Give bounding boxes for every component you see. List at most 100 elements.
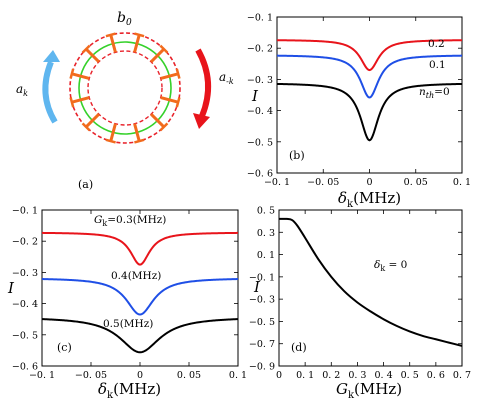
series-line-1 <box>276 54 463 99</box>
series-label-0-1: 0.1 <box>429 59 446 71</box>
curves <box>276 39 463 142</box>
series-line-2 <box>276 82 463 142</box>
spoke <box>71 96 90 104</box>
x-tick-label: 0. 7 <box>453 370 471 381</box>
series-label-g04: 0.4(MHz) <box>111 270 161 282</box>
panel-b-chart: −0. 1 −0. 05 0 0. 05 0. 1 −0. 6 −0. 5 −0. 4 −0. … <box>247 13 471 211</box>
mode-ak-label: ak <box>16 82 28 98</box>
y-tick-label: 0. 1 <box>257 250 275 261</box>
arrow-left-ak <box>42 60 58 124</box>
phonon-spokes <box>69 32 181 144</box>
series-line-2 <box>41 318 239 354</box>
x-axis-label: δk(MHz) <box>98 380 161 401</box>
spoke-cap <box>105 138 116 144</box>
ticks: −0. 1 −0. 05 0 0. 05 0. 1 −0. 6 −0. 5 −0. 4 −0. … <box>247 13 471 189</box>
panel-a-tag: (a) <box>78 178 93 191</box>
x-tick-label: 0. 4 <box>375 370 393 381</box>
spoke <box>71 72 90 80</box>
y-tick-label: −0. 3 <box>247 75 273 86</box>
mode-amk-label: a-k <box>219 70 234 86</box>
y-tick-label: −0. 3 <box>12 268 38 279</box>
y-tick-label: 0. 5 <box>257 206 275 217</box>
y-tick-label: −0. 6 <box>12 362 38 373</box>
series-line-0 <box>41 231 239 266</box>
y-tick-label: −0. 2 <box>12 237 38 248</box>
x-tick-label: 0 <box>137 370 143 381</box>
x-tick-label: 0. 05 <box>404 177 428 188</box>
y-tick-label: −0. 1 <box>249 272 275 283</box>
arrow-left-ak-head <box>43 50 60 62</box>
spoke-cap <box>69 97 75 108</box>
curves <box>41 231 239 354</box>
spoke <box>85 113 100 128</box>
y-axis-label: I <box>7 279 15 297</box>
spoke-cap <box>159 44 169 54</box>
x-tick-label: 0 <box>366 177 372 188</box>
outer-dashed-ring <box>69 32 181 144</box>
spoke <box>133 34 141 53</box>
x-tick-label: 0 <box>276 370 282 381</box>
spoke-cap <box>175 97 181 108</box>
ticks: 0 0. 1 0. 2 0. 3 0. 4 0. 5 0. 6 0. 7 −0. 9 −0. 7 −… <box>249 206 471 382</box>
x-tick-label: 0. 5 <box>401 370 419 381</box>
x-tick-label: 0. 6 <box>427 370 445 381</box>
spoke <box>160 96 179 104</box>
panel-c-chart: −0. 1 −0. 05 0 0. 05 0. 1 −0. 6 −0. 5 −0. 4 −0. … <box>7 206 247 401</box>
spoke <box>85 48 100 63</box>
y-axis-label: I <box>253 278 261 296</box>
x-axis-label: δk(MHz) <box>338 189 401 210</box>
spoke-cap <box>81 44 91 54</box>
y-tick-label: −0. 5 <box>249 317 275 328</box>
spoke <box>160 72 179 80</box>
panel-c-tag: (c) <box>57 341 72 354</box>
curves <box>278 217 463 347</box>
y-axis-label: I <box>251 87 259 105</box>
delta-annotation: δk = 0 <box>374 259 407 273</box>
series-label-0-2: 0.2 <box>428 38 445 50</box>
x-tick-label: −0. 1 <box>264 177 290 188</box>
y-tick-label: −0. 3 <box>249 295 275 306</box>
ticks: −0. 1 −0. 05 0 0. 05 0. 1 −0. 6 −0. 5 −0. 4 −0. … <box>12 206 247 382</box>
y-tick-label: −0. 1 <box>247 13 273 24</box>
panel-d-tag: (d) <box>291 341 307 354</box>
spoke-cap <box>69 68 75 79</box>
spoke <box>150 48 165 63</box>
y-tick-label: −0. 1 <box>12 206 38 217</box>
series-label-nth: nth=0 <box>419 86 450 100</box>
y-tick-label: −0. 5 <box>247 137 273 148</box>
spoke <box>133 123 141 142</box>
y-tick-label: −0. 4 <box>247 106 273 117</box>
series-line <box>278 217 463 347</box>
panel-b-tag: (b) <box>289 149 305 162</box>
series-line-1 <box>41 278 239 316</box>
inner-dashed-ring <box>87 50 163 126</box>
arrow-right-amk <box>195 48 212 118</box>
x-axis-label: Gk(MHz) <box>336 380 402 401</box>
spoke <box>150 113 165 128</box>
spoke <box>109 34 117 53</box>
y-tick-label: −0. 5 <box>12 330 38 341</box>
y-tick-label: −0. 9 <box>249 362 275 373</box>
x-tick-label: −0. 05 <box>307 177 339 188</box>
spoke-cap <box>81 122 91 132</box>
x-tick-label: 0. 3 <box>348 370 366 381</box>
spoke-cap <box>134 138 145 144</box>
arrow-right-amk-head <box>193 113 210 129</box>
x-tick-label: 0. 05 <box>177 370 201 381</box>
y-tick-label: −0. 2 <box>247 44 273 55</box>
spoke <box>109 123 117 142</box>
x-tick-label: 0. 1 <box>453 177 471 188</box>
mode-b0-label: b0 <box>117 10 132 28</box>
x-tick-label: −0. 05 <box>75 370 107 381</box>
spoke-cap <box>159 122 169 132</box>
x-tick-label: 0. 1 <box>296 370 314 381</box>
panel-a-schematic: b0 ak a-k (a) <box>16 10 234 191</box>
series-label-g03: Gk=0.3(MHz) <box>94 214 166 228</box>
series-label-g05: 0.5(MHz) <box>103 318 153 330</box>
spoke-cap <box>134 32 145 38</box>
x-tick-label: −0. 1 <box>29 370 55 381</box>
plot-frame <box>278 209 463 367</box>
y-tick-label: −0. 7 <box>249 339 275 350</box>
y-tick-label: −0. 6 <box>247 169 273 180</box>
green-ring <box>78 41 172 135</box>
